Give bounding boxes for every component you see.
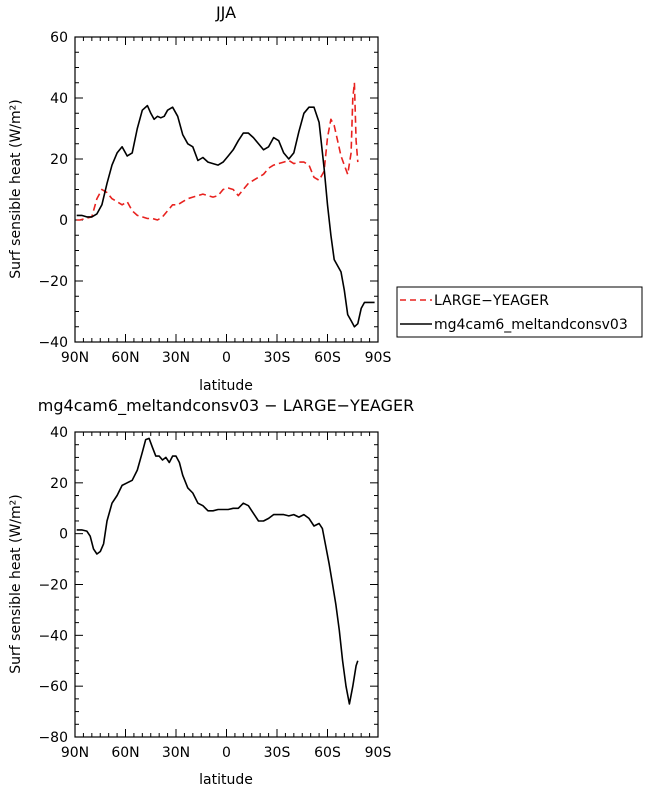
top-x-tick-label: 30N [162,350,190,366]
top-x-tick-label: 30S [264,350,291,366]
bottom-x-tick-label: 0 [222,745,231,761]
bottom-y-axis-label: Surf sensible heat (W/m²) [8,494,24,673]
top-y-tick-label: −40 [38,335,68,351]
top-plot-frame [74,36,379,343]
bottom-series-line-difference [76,437,359,705]
top-x-tick-label: 90S [365,350,392,366]
bottom-x-tick-label: 30S [264,745,291,761]
top-x-tick-label: 0 [222,350,231,366]
legend-box [396,286,643,338]
top-y-tick-label: 0 [59,213,68,229]
top-y-tick-label: 20 [50,152,68,168]
top-series-line-large-yeager [76,82,359,221]
top-x-tick-label: 60S [314,350,341,366]
bottom-panel: mg4cam6_meltandconsv03 − LARGE−YEAGER 90… [8,396,414,788]
legend-label-large-yeager: LARGE−YEAGER [434,293,549,309]
bottom-x-tick-label: 60S [314,745,341,761]
bottom-y-tick-label: 40 [50,425,68,441]
bottom-x-tick-label: 60N [111,745,139,761]
bottom-y-tick-label: −40 [38,628,68,644]
top-panel: JJA 90N 60N 30N 0 30S 60S 90S −40 −20 0 20 40 60 lat… [8,3,391,394]
top-x-tick-label: 90N [61,350,89,366]
legend: LARGE−YEAGER mg4cam6_meltandconsv03 [396,286,643,338]
top-series-line-mg4cam6-meltandconsv03 [76,104,375,328]
legend-label-mg4cam6: mg4cam6_meltandconsv03 [434,317,628,333]
bottom-x-tick-label: 30N [162,745,190,761]
bottom-x-tick-label: 90S [365,745,392,761]
bottom-y-tick-label: −20 [38,578,68,594]
bottom-y-tick-label: 20 [50,476,68,492]
bottom-y-tick-label: −80 [38,730,68,746]
top-y-tick-label: −20 [38,274,68,290]
top-y-tick-label: 60 [50,30,68,46]
top-x-tick-label: 60N [111,350,139,366]
top-y-tick-label: 40 [50,91,68,107]
bottom-x-axis-label: latitude [199,772,253,788]
bottom-x-tick-label: 90N [61,745,89,761]
bottom-panel-title: mg4cam6_meltandconsv03 − LARGE−YEAGER [38,396,414,416]
bottom-y-tick-label: 0 [59,527,68,543]
top-panel-title: JJA [215,3,236,22]
bottom-y-tick-label: −60 [38,679,68,695]
top-y-axis-label: Surf sensible heat (W/m²) [8,99,24,278]
top-x-axis-label: latitude [199,378,253,394]
